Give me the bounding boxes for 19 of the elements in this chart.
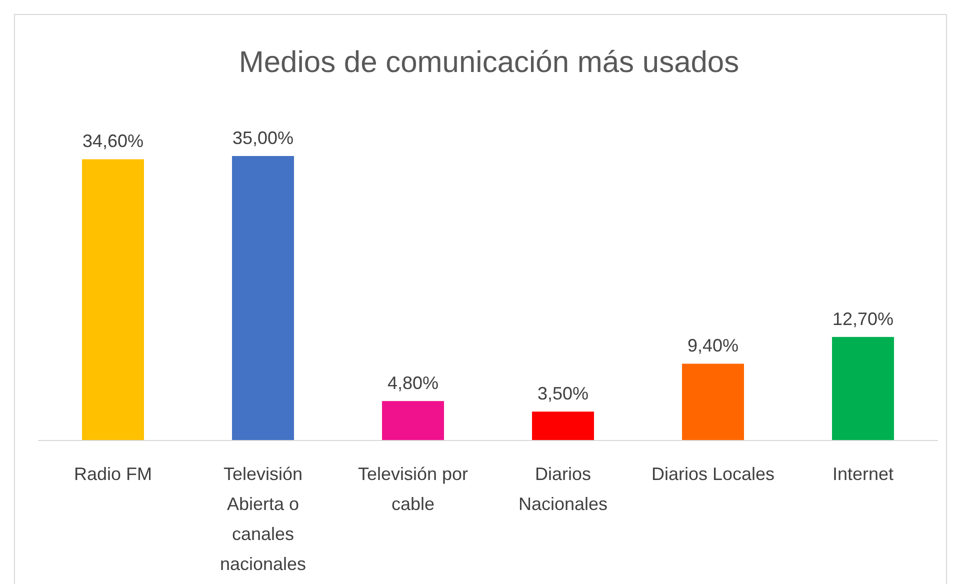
bar (82, 159, 144, 440)
bar (382, 401, 444, 440)
data-label: 4,80% (387, 373, 439, 394)
x-tick-label: Radio FM (74, 464, 152, 484)
data-label: 35,00% (232, 128, 294, 148)
bar (682, 364, 744, 440)
data-label: 9,40% (687, 336, 739, 356)
bar (832, 336, 894, 440)
data-label: 34,60% (82, 131, 144, 152)
chart-title: Medios de comunicación más usados (238, 46, 740, 79)
bar (532, 412, 594, 440)
x-tick-label: Internet (832, 464, 894, 484)
x-tick-label: Diarios Nacionales (518, 464, 608, 514)
data-label: 3,50% (537, 384, 589, 404)
bar (232, 156, 294, 440)
x-tick-label: Televisión por cable (358, 464, 468, 514)
x-tick-label: Diarios Locales (651, 464, 775, 484)
x-tick-label: Televisión Abierta o canales nacionales (220, 464, 306, 574)
data-label: 12,70% (832, 308, 894, 329)
